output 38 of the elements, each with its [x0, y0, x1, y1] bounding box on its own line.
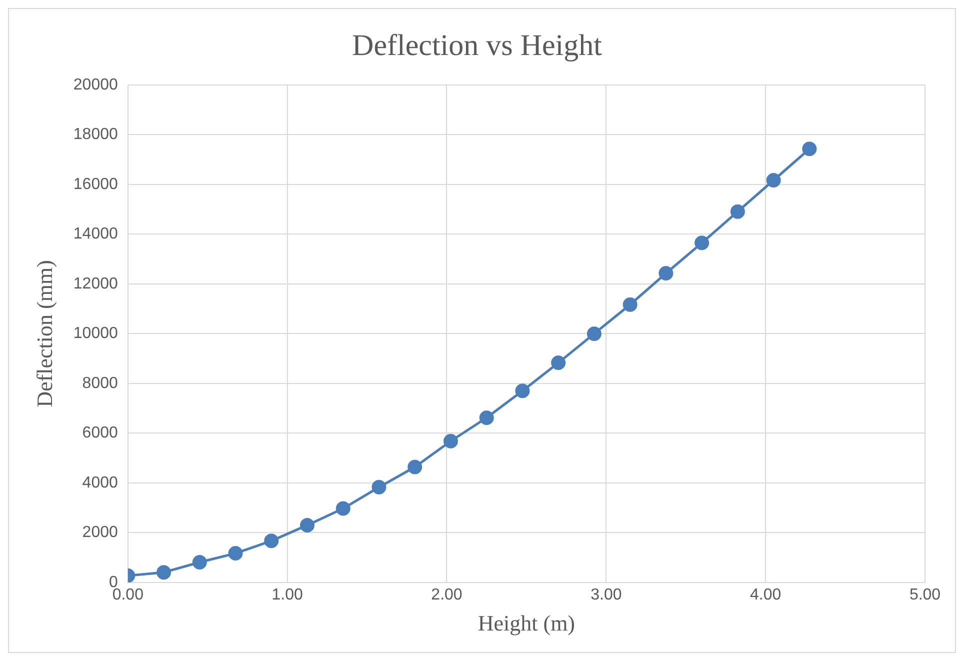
- y-tick-label: 14000: [73, 226, 118, 243]
- point: [300, 518, 314, 532]
- point: [156, 565, 172, 580]
- x-tick-label: 1.00: [272, 586, 303, 604]
- x-tick-label: 3.00: [590, 586, 622, 604]
- x-axis-title: Height (m): [478, 610, 576, 636]
- y-tick-label: 12000: [73, 275, 118, 292]
- point: [264, 534, 279, 548]
- point: [443, 434, 458, 448]
- y-axis-title: Deflection (mm): [32, 260, 57, 408]
- point: [192, 555, 207, 570]
- x-tick-label: 5.00: [909, 586, 941, 604]
- point: [730, 204, 745, 219]
- x-tick-label: 2.00: [431, 586, 462, 604]
- x-tick-label: 0.00: [112, 586, 144, 604]
- y-tick-label: 6000: [82, 424, 118, 442]
- point: [551, 356, 566, 370]
- y-tick-label: 20000: [73, 76, 118, 94]
- y-tick-label: 4000: [82, 474, 118, 492]
- point: [228, 546, 243, 561]
- point: [802, 142, 817, 156]
- point: [622, 297, 638, 312]
- point: [336, 501, 350, 516]
- y-tick-label: 16000: [73, 176, 118, 193]
- x-tick-label: 4.00: [750, 586, 782, 604]
- point: [515, 384, 530, 398]
- point: [694, 236, 710, 250]
- point: [372, 480, 386, 494]
- point: [479, 410, 494, 426]
- point: [586, 326, 602, 341]
- y-tick-label: 8000: [82, 374, 118, 392]
- point: [766, 173, 781, 188]
- y-tick-label: 10000: [73, 325, 118, 342]
- y-tick-label: 2000: [82, 524, 118, 542]
- point: [408, 460, 422, 474]
- y-tick-label: 18000: [73, 126, 118, 144]
- point: [658, 266, 674, 281]
- chart-title: Deflection vs Height: [352, 28, 603, 62]
